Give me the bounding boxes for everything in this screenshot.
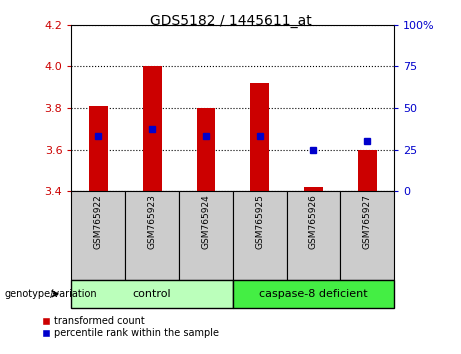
Text: GDS5182 / 1445611_at: GDS5182 / 1445611_at (150, 14, 311, 28)
Bar (196, 108, 215, 191)
Bar (71, 191, 125, 280)
Text: GSM765922: GSM765922 (94, 194, 103, 249)
Bar (358, 149, 377, 191)
Bar (250, 83, 269, 191)
Bar (233, 280, 394, 308)
Bar (125, 191, 179, 280)
Text: genotype/variation: genotype/variation (5, 289, 97, 299)
Bar (143, 66, 161, 191)
Text: GSM765927: GSM765927 (363, 194, 372, 249)
Text: control: control (133, 289, 171, 299)
Text: GSM765926: GSM765926 (309, 194, 318, 249)
Text: GSM765923: GSM765923 (148, 194, 157, 249)
Text: GSM765925: GSM765925 (255, 194, 264, 249)
Text: GSM765924: GSM765924 (201, 194, 210, 249)
Bar (287, 191, 340, 280)
Bar (71, 280, 233, 308)
Text: caspase-8 deficient: caspase-8 deficient (259, 289, 368, 299)
Legend: transformed count, percentile rank within the sample: transformed count, percentile rank withi… (42, 316, 219, 338)
Bar (340, 191, 394, 280)
Bar (233, 191, 287, 280)
Bar (304, 187, 323, 191)
Bar (179, 191, 233, 280)
Bar (89, 106, 108, 191)
